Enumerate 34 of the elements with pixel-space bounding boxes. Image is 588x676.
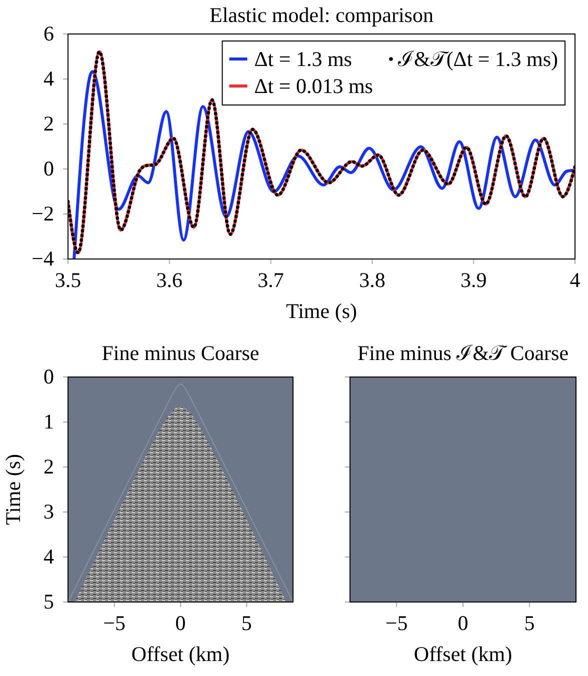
x-tick-label: 5 bbox=[241, 610, 252, 635]
y-axis-title: Time (s) bbox=[1, 454, 25, 525]
x-axis-title: Time (s) bbox=[286, 299, 357, 323]
y-tick-label: −2 bbox=[32, 202, 54, 226]
x-tick-label: 3.5 bbox=[54, 268, 82, 292]
chart-title: Fine minus ℐ&𝒯 Coarse bbox=[357, 341, 569, 365]
x-tick-label: 0 bbox=[458, 610, 468, 635]
y-tick-label: 0 bbox=[44, 364, 54, 389]
x-tick-label: 3.6 bbox=[156, 268, 183, 292]
x-axis-title: Offset (km) bbox=[414, 642, 512, 666]
y-tick-label: 3 bbox=[44, 500, 54, 524]
y-tick-label: 0 bbox=[44, 156, 54, 181]
y-tick-label: 5 bbox=[44, 590, 54, 614]
legend-label: Δt = 1.3 ms bbox=[254, 47, 352, 71]
x-tick-label: 3.8 bbox=[359, 268, 386, 292]
y-tick-label: 2 bbox=[44, 454, 54, 479]
y-tick-label: 4 bbox=[44, 544, 54, 569]
x-tick-label: 4 bbox=[570, 268, 581, 292]
y-tick-label: −4 bbox=[32, 246, 54, 271]
legend-label: ℐ&𝒯(Δt = 1.3 ms) bbox=[396, 47, 558, 71]
x-tick-label: −5 bbox=[103, 610, 126, 635]
legend-label: Δt = 0.013 ms bbox=[254, 74, 373, 98]
x-tick-label: 3.9 bbox=[460, 268, 487, 292]
x-tick-label: 5 bbox=[524, 610, 535, 635]
x-tick-label: −5 bbox=[385, 610, 408, 635]
y-tick-label: 6 bbox=[44, 22, 54, 46]
y-tick-label: 4 bbox=[44, 66, 54, 91]
y-tick-label: 1 bbox=[44, 410, 54, 434]
x-tick-label: 3.7 bbox=[258, 268, 284, 292]
x-axis-title: Offset (km) bbox=[131, 642, 230, 666]
chart-title: Fine minus Coarse bbox=[102, 341, 260, 365]
chart-title: Elastic model: comparison bbox=[210, 3, 434, 27]
x-tick-label: 0 bbox=[175, 610, 186, 635]
y-tick-label: 2 bbox=[44, 112, 54, 136]
